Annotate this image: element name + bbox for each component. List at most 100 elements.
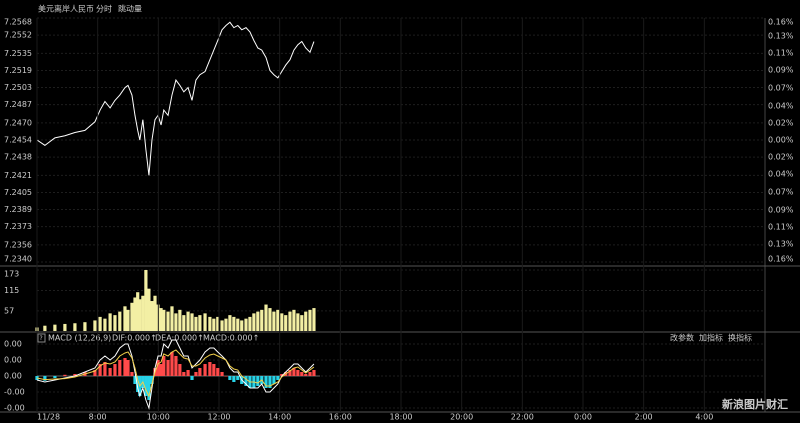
help-box[interactable]	[37, 333, 46, 343]
bar	[276, 376, 280, 380]
bar	[159, 364, 163, 376]
tab[interactable]: 分时	[96, 4, 112, 14]
bar	[178, 364, 182, 376]
y-tick-label: 7.2454	[4, 136, 32, 145]
toolbar-button[interactable]: 改参数	[670, 333, 694, 343]
bar	[312, 308, 316, 331]
y2-tick-label: 0.13%	[768, 31, 794, 40]
bar	[288, 311, 292, 331]
bar	[308, 372, 312, 376]
help-icon[interactable]: ?	[40, 335, 43, 342]
bar	[133, 297, 137, 331]
bar	[256, 376, 260, 386]
y-tick-label: 7.2356	[4, 240, 32, 249]
bar	[174, 356, 178, 376]
bar	[126, 360, 130, 376]
y-tick-label: 7.2519	[4, 66, 32, 75]
bar	[98, 364, 102, 376]
y2-tick-label: 0.11%	[768, 223, 794, 232]
bar	[284, 315, 288, 331]
bar	[103, 318, 107, 331]
y-tick-label: 7.2552	[4, 31, 32, 40]
bar	[276, 309, 280, 331]
y2-tick-label: 0.07%	[768, 188, 794, 197]
bar	[194, 316, 198, 331]
bar	[198, 315, 202, 331]
bar	[292, 309, 296, 331]
y-tick-label: -0.00	[4, 404, 25, 413]
y-tick-label: 7.2487	[4, 100, 32, 109]
bar	[130, 302, 134, 331]
bar	[186, 370, 190, 376]
bar	[43, 325, 47, 331]
y-tick-label: 57	[4, 306, 14, 315]
x-tick-label: 22:00	[511, 413, 534, 422]
y-tick-label: 0.00	[4, 372, 22, 381]
bar	[98, 316, 102, 331]
y2-tick-label: 0.11%	[768, 48, 794, 57]
bar	[63, 323, 67, 331]
bar	[308, 309, 312, 331]
x-tick-label: 4:00	[695, 413, 713, 422]
bar	[141, 295, 145, 331]
bar	[136, 292, 140, 331]
bar	[178, 309, 182, 331]
indicator-line	[36, 349, 315, 398]
bar	[103, 362, 107, 376]
y-tick-label: 115	[4, 286, 19, 295]
bar	[186, 311, 190, 331]
toolbar-button[interactable]: 加指标	[699, 333, 723, 343]
y-tick-label: 7.2340	[4, 255, 32, 264]
y-tick-label: 7.2503	[4, 83, 32, 92]
legend-entry: DIF:0.000↑	[112, 334, 157, 343]
indicator-line	[36, 339, 315, 410]
bar	[166, 311, 170, 331]
bar	[113, 315, 117, 331]
bar	[244, 318, 248, 331]
bar	[208, 362, 212, 376]
bar	[73, 323, 77, 331]
bar	[268, 376, 272, 388]
bar	[296, 370, 300, 376]
bar	[93, 320, 97, 331]
bar	[212, 318, 216, 331]
x-tick-label: 2:00	[635, 413, 653, 422]
bar	[260, 309, 264, 331]
bar	[240, 320, 244, 331]
bar	[220, 320, 224, 331]
x-tick-label: 0:00	[574, 413, 592, 422]
bar	[162, 356, 166, 376]
bar	[208, 316, 212, 331]
bar	[264, 376, 268, 388]
y-tick-label: 0.00	[4, 340, 22, 349]
bar	[73, 374, 77, 376]
tab[interactable]: 跳动量	[118, 4, 142, 14]
bar	[174, 313, 178, 331]
bar	[190, 376, 194, 380]
bar	[228, 376, 232, 380]
y2-tick-label: 0.07%	[768, 83, 794, 92]
y-tick-label: 7.2405	[4, 188, 32, 197]
bar	[228, 315, 232, 331]
toolbar-button[interactable]: 换指标	[728, 333, 752, 343]
bar	[198, 368, 202, 376]
y-tick-label: -0.00	[4, 388, 25, 397]
bar	[203, 313, 207, 331]
bar	[300, 315, 304, 331]
y2-tick-label: 0.16%	[768, 255, 794, 264]
bar	[118, 311, 122, 331]
bar	[150, 376, 154, 384]
bar	[93, 370, 97, 376]
y-tick-label: 7.2470	[4, 118, 32, 127]
bar	[312, 370, 316, 376]
bar	[182, 372, 186, 376]
bar	[108, 313, 112, 331]
bar	[53, 324, 57, 331]
bar	[244, 376, 248, 386]
bar	[224, 318, 228, 331]
legend-entry: DEA:0.000↑	[155, 334, 204, 343]
bar	[190, 313, 194, 331]
watermark: 新浪图片财汇	[722, 397, 788, 411]
bar	[150, 301, 154, 331]
